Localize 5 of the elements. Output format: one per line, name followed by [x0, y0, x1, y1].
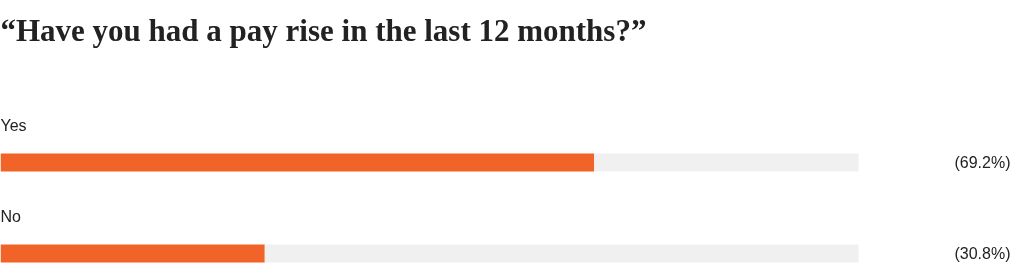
chart-title: “Have you had a pay rise in the last 12 months?”: [0, 13, 647, 48]
y-tick-label: No: [0, 208, 22, 225]
data-label: (30.8%): [954, 245, 1011, 262]
y-tick-label: Yes: [0, 117, 27, 134]
data-label: (69.2%): [954, 154, 1011, 171]
